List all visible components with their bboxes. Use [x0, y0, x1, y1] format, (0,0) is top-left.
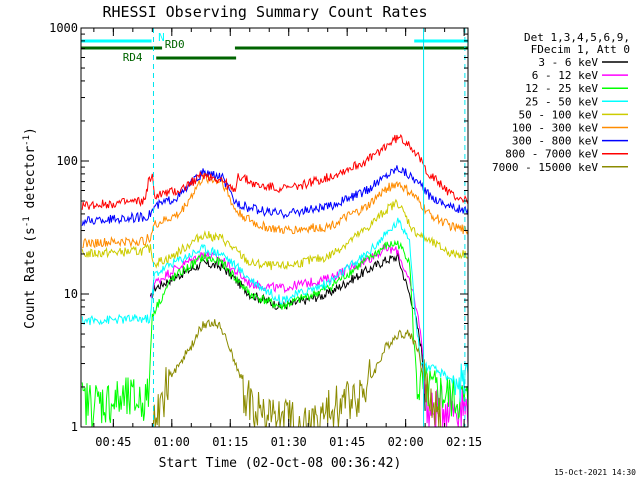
x-tick-label: 01:30: [271, 435, 307, 449]
legend-entry-label: 6 - 12 keV: [532, 69, 599, 82]
series-line: [81, 198, 469, 271]
x-tick-label: 02:00: [388, 435, 424, 449]
series-line: [81, 239, 469, 427]
vertical-markers: [152, 28, 466, 427]
series-line: [149, 243, 469, 428]
flag-label-rd0: RD0: [165, 38, 185, 51]
series-line: [81, 217, 469, 403]
series-line: [152, 319, 445, 428]
legend-entry-label: 12 - 25 keV: [525, 82, 598, 95]
x-tick-label: 02:15: [446, 435, 482, 449]
x-tick-label: 01:15: [212, 435, 248, 449]
series-line: [81, 165, 469, 227]
legend-entry-label: 100 - 300 keV: [512, 122, 598, 135]
series-line: [81, 134, 469, 210]
series-lines: [81, 134, 469, 428]
flag-label-rd4: RD4: [123, 51, 143, 64]
flag-label-n: N: [158, 31, 165, 44]
plot-frame: [80, 27, 469, 428]
y-tick-label: 100: [56, 154, 78, 168]
y-axis-label-exponent: -1: [22, 216, 32, 227]
legend-header-detectors: Det 1,3,4,5,6,9,: [524, 31, 630, 44]
y-axis-label-part: ): [23, 127, 38, 135]
x-tick-label: 00:45: [95, 435, 131, 449]
x-tick-label: 01:00: [154, 435, 190, 449]
chart-title: RHESSI Observing Summary Count Rates: [102, 3, 427, 21]
y-axis-label-part: Count Rate (s: [23, 227, 38, 329]
legend-entry-label: 300 - 800 keV: [512, 135, 598, 148]
x-tick-label: 01:45: [329, 435, 365, 449]
y-tick-label: 10: [64, 287, 78, 301]
legend-entry-label: 50 - 100 keV: [519, 108, 599, 121]
y-axis-label-part: detector: [23, 146, 38, 217]
series-line: [81, 171, 469, 249]
generation-timestamp: 15-Oct-2021 14:30: [554, 468, 636, 477]
legend-entry-label: 800 - 7000 keV: [505, 148, 598, 161]
legend-header-decimation: FDecim 1, Att 0: [531, 43, 630, 56]
y-axis-label-exponent: -1: [22, 135, 32, 146]
legend-entry-label: 3 - 6 keV: [538, 56, 598, 69]
x-axis-label: Start Time (02-Oct-08 00:36:42): [159, 456, 402, 471]
legend-entry-label: 7000 - 15000 keV: [492, 161, 598, 174]
y-tick-label: 1: [71, 420, 78, 434]
legend: Det 1,3,4,5,6,9, FDecim 1, Att 0 3 - 6 k…: [492, 31, 630, 174]
y-axis-label: Count Rate (s-1 detector-1): [22, 127, 38, 329]
legend-entry-label: 25 - 50 keV: [525, 95, 598, 108]
y-tick-label: 1000: [49, 21, 78, 35]
axes: 00:45 01:00 01:15 01:30 01:45 02:00 02:15 1 10 10…: [49, 21, 482, 449]
series-line: [149, 252, 426, 411]
